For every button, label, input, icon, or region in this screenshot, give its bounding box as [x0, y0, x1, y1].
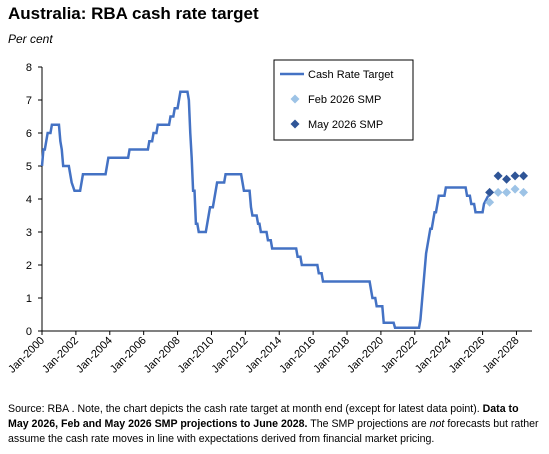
x-tick-label: Jan-2028: [481, 335, 522, 376]
cash-rate-line: [40, 90, 490, 329]
smp-point: [485, 197, 495, 207]
x-tick-label: Jan-2012: [210, 335, 251, 376]
smp-point: [519, 187, 529, 197]
smp-point: [510, 171, 520, 181]
x-tick-label: Jan-2010: [176, 335, 217, 376]
x-tick-label: Jan-2018: [311, 335, 352, 376]
chart-title: Australia: RBA cash rate target: [8, 4, 259, 23]
x-tick-label: Jan-2020: [345, 335, 386, 376]
smp-point: [485, 187, 495, 197]
y-tick-label: 1: [26, 293, 32, 305]
legend-marker: [290, 119, 300, 129]
x-tick-label: Jan-2024: [413, 335, 454, 376]
y-tick-label: 2: [26, 260, 32, 272]
smp-point: [510, 184, 520, 194]
y-tick-label: 6: [26, 128, 32, 140]
note-italic: not: [429, 418, 445, 430]
smp-point: [493, 171, 503, 181]
footnote: Source: RBA . Note, the chart depicts th…: [8, 402, 540, 447]
legend-label: Feb 2026 SMP: [308, 94, 381, 106]
x-tick-label: Jan-2014: [243, 335, 284, 376]
y-tick-label: 4: [26, 194, 32, 206]
note-bold: Data to May 2026, Feb and May 2026 SMP p…: [8, 403, 519, 430]
x-tick-label: Jan-2008: [142, 335, 183, 376]
note-text: The SMP projections are: [310, 418, 427, 430]
y-tick-label: 8: [26, 62, 32, 74]
x-tick-label: Jan-2006: [108, 335, 149, 376]
y-tick-label: 0: [26, 326, 32, 338]
legend-label: Cash Rate Target: [308, 69, 393, 81]
y-tick-label: 7: [26, 95, 32, 107]
smp-point: [519, 171, 529, 181]
note-text: forecasts but rather assume the cash rat…: [8, 418, 539, 445]
y-tick-label: 3: [26, 227, 32, 239]
note-source: Source: RBA . Note, the chart depicts th…: [8, 403, 480, 415]
x-tick-label: Jan-2026: [447, 335, 488, 376]
smp-point: [502, 174, 512, 184]
y-tick-label: 5: [26, 161, 32, 173]
x-tick-label: Jan-2016: [277, 335, 318, 376]
x-tick-label: Jan-2002: [40, 335, 81, 376]
y-axis-unit: Per cent: [8, 32, 53, 46]
legend-marker: [290, 94, 300, 104]
x-tick-label: Jan-2022: [379, 335, 420, 376]
legend-label: May 2026 SMP: [308, 119, 383, 131]
x-tick-label: Jan-2004: [74, 335, 115, 376]
chart: 012345678Jan-2000Jan-2002Jan-2004Jan-200…: [6, 59, 532, 376]
x-tick-label: Jan-2000: [6, 335, 47, 376]
smp-point: [502, 187, 512, 197]
smp-point: [493, 187, 503, 197]
